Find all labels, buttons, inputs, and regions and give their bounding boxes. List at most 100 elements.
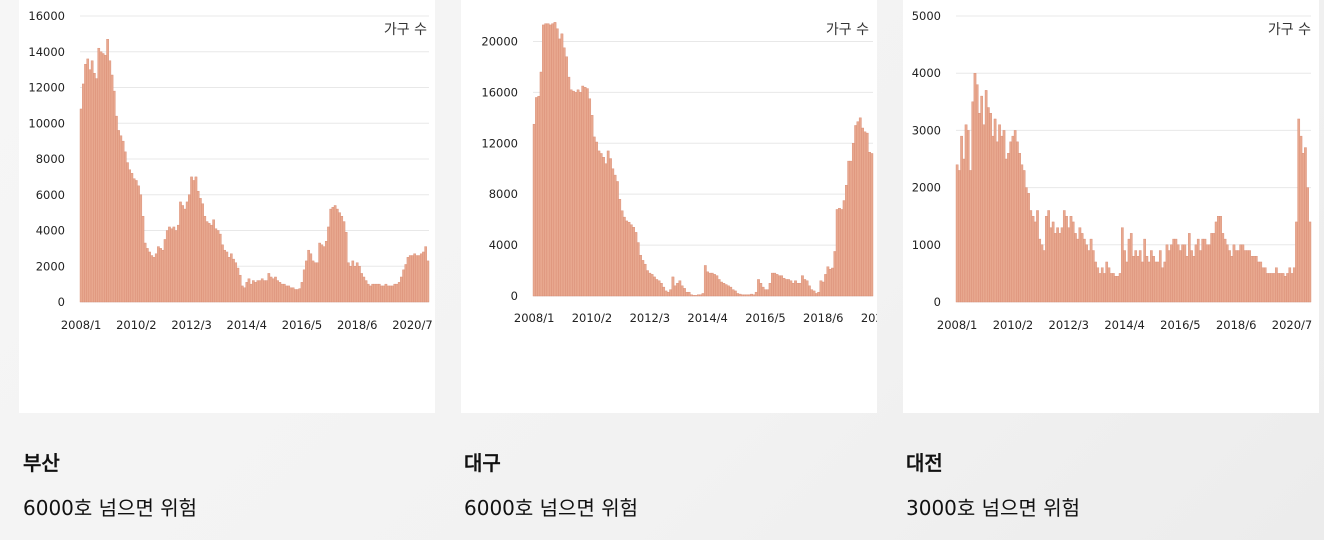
bar	[1165, 244, 1169, 303]
risk-note-daejeon: 3000호 넘으면 위험	[906, 496, 1081, 520]
bar	[706, 271, 709, 297]
bar	[271, 278, 275, 303]
bar	[1214, 221, 1218, 303]
bar	[408, 255, 412, 303]
bar	[119, 135, 123, 303]
bar	[1098, 273, 1102, 303]
bar	[863, 131, 867, 297]
bar	[641, 260, 645, 297]
bar	[738, 293, 742, 297]
bar	[766, 289, 770, 297]
bar	[588, 98, 592, 297]
bar	[106, 39, 109, 303]
bar	[1103, 273, 1106, 303]
bar	[1250, 256, 1254, 303]
bar	[847, 160, 851, 297]
bar	[123, 151, 127, 303]
bar	[1069, 215, 1073, 303]
bar	[602, 157, 605, 297]
bar	[1272, 273, 1276, 303]
bar	[955, 164, 959, 303]
bar	[676, 283, 679, 297]
bar	[962, 158, 966, 303]
bar	[791, 283, 795, 297]
x-tick-label: 2012/3	[1049, 318, 1089, 332]
bar	[247, 278, 251, 303]
bar	[205, 221, 209, 303]
bar	[1304, 147, 1307, 303]
y-tick-label: 5000	[912, 9, 941, 23]
bar	[1167, 250, 1171, 303]
bar	[311, 260, 315, 303]
bar	[1217, 215, 1220, 303]
bar	[673, 285, 677, 297]
bar	[389, 285, 392, 303]
bar	[870, 153, 874, 297]
bar	[817, 291, 821, 297]
bar	[1011, 135, 1015, 303]
bar	[669, 289, 672, 297]
bar	[1143, 238, 1146, 303]
bar	[201, 203, 204, 303]
bar	[1205, 244, 1209, 303]
bar	[1225, 244, 1229, 303]
bar	[1022, 170, 1026, 303]
bar	[690, 294, 693, 297]
bar	[382, 285, 386, 303]
bar	[720, 281, 723, 297]
bar	[960, 135, 963, 303]
chart-card-daejeon: 0 1000 2000 3000 4000 5000 2008/1 2010/2 2012/3 2…	[903, 0, 1319, 413]
bar	[736, 293, 740, 297]
bar	[108, 60, 112, 303]
bar	[269, 276, 273, 303]
bar	[717, 279, 721, 297]
bar	[761, 286, 765, 297]
bar	[1203, 238, 1207, 303]
bar	[413, 253, 416, 303]
bar	[1263, 267, 1267, 303]
bar	[256, 280, 260, 303]
bar	[789, 280, 793, 297]
bar	[327, 226, 330, 303]
bar	[218, 233, 222, 303]
bar	[567, 76, 571, 297]
bar	[1085, 244, 1088, 303]
bar	[307, 249, 310, 303]
bar	[1308, 221, 1312, 303]
bar	[1299, 135, 1303, 303]
bar	[190, 176, 193, 303]
bar	[1161, 267, 1164, 303]
bar	[1208, 244, 1211, 303]
bar	[305, 260, 308, 303]
bar	[366, 283, 370, 303]
bar	[1094, 261, 1097, 303]
bar	[1132, 256, 1135, 303]
bar	[236, 267, 240, 303]
bar	[1025, 187, 1028, 303]
bar	[646, 270, 649, 297]
bar	[1007, 153, 1010, 303]
bar	[1150, 250, 1153, 303]
bar	[697, 294, 700, 297]
bar	[987, 107, 990, 303]
bar	[263, 280, 266, 303]
bar	[664, 290, 668, 297]
bar	[623, 216, 626, 297]
bar	[340, 215, 344, 303]
bar	[759, 283, 763, 297]
bar	[132, 178, 136, 303]
bar	[101, 53, 105, 303]
x-tick-label: 2020/7	[392, 318, 432, 332]
bar	[331, 207, 335, 303]
bar	[1002, 130, 1006, 303]
bar	[548, 24, 552, 297]
bar	[1219, 215, 1222, 303]
bar	[1042, 250, 1046, 303]
bar	[650, 274, 654, 297]
bar	[1188, 233, 1191, 303]
bar	[701, 293, 705, 297]
bar	[831, 267, 834, 297]
bar	[163, 239, 167, 303]
bar	[1062, 210, 1066, 303]
bar	[861, 127, 864, 297]
